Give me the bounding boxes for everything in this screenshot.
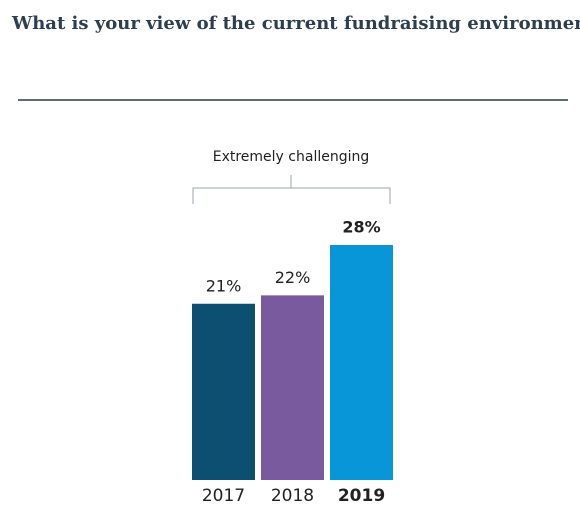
chart-title: What is your view of the current fundrai… (11, 13, 580, 34)
bar (330, 245, 393, 480)
value-label: 28% (342, 218, 380, 237)
bar (192, 303, 255, 480)
bar (261, 295, 324, 480)
group-label: Extremely challenging (213, 149, 370, 165)
group-bracket (192, 175, 391, 204)
x-tick-label: 2017 (202, 486, 245, 506)
value-label: 21% (206, 276, 242, 295)
value-label: 22% (275, 268, 311, 287)
x-tick-label: 2019 (338, 486, 385, 506)
x-tick-label: 2018 (271, 486, 314, 506)
